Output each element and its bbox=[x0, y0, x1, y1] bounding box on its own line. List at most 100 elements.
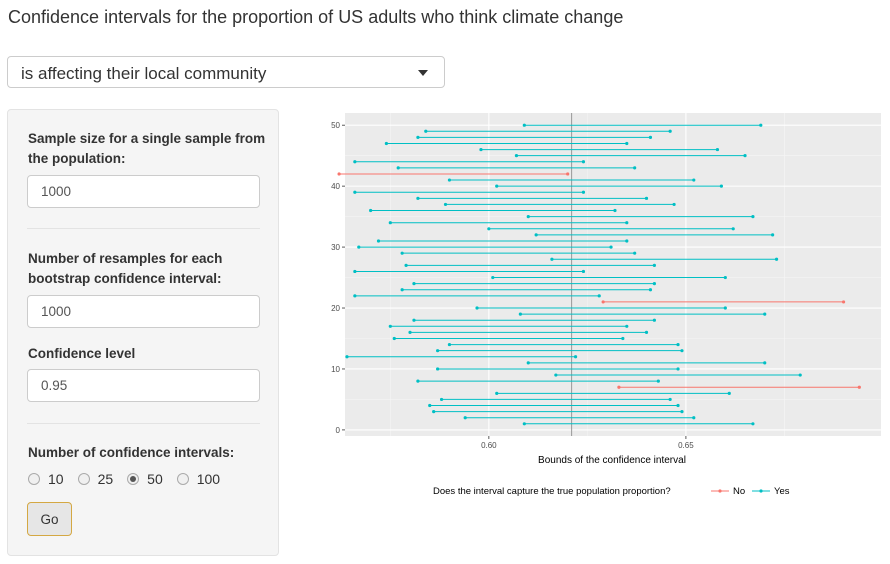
interval-upper-point bbox=[625, 239, 629, 243]
interval-lower-point bbox=[369, 208, 373, 213]
interval-upper-point bbox=[743, 154, 747, 158]
x-tick-label: 0.65 bbox=[678, 441, 694, 450]
interval-lower-point bbox=[357, 245, 361, 249]
interval-lower-point bbox=[479, 147, 483, 152]
legend-point-no bbox=[718, 489, 722, 493]
page-title: Confidence intervals for the proportion … bbox=[8, 7, 624, 27]
go-button[interactable]: Go bbox=[27, 502, 72, 536]
interval-upper-point bbox=[581, 190, 586, 194]
radio-circle[interactable] bbox=[28, 473, 40, 485]
interval-upper-point bbox=[798, 373, 802, 377]
interval-upper-point bbox=[648, 288, 653, 292]
num-intervals-label: Number of confidence intervals: bbox=[28, 445, 235, 460]
interval-lower-point bbox=[475, 306, 479, 310]
interval-lower-point bbox=[404, 263, 408, 267]
interval-lower-point bbox=[617, 385, 621, 389]
sample-size-label: Sample size for a single sample from the… bbox=[28, 131, 266, 166]
sample-size-input[interactable]: 1000 bbox=[27, 175, 260, 208]
interval-upper-point bbox=[751, 422, 755, 426]
interval-upper-point bbox=[759, 123, 763, 127]
sample-size-value: 1000 bbox=[41, 184, 72, 199]
interval-lower-point bbox=[428, 403, 432, 408]
interval-lower-point bbox=[443, 202, 448, 207]
interval-lower-point bbox=[408, 330, 412, 334]
question-select-value: is affecting their local community bbox=[21, 64, 267, 83]
radio-label: 10 bbox=[48, 471, 64, 487]
legend-label-no: No bbox=[733, 486, 745, 497]
interval-upper-point bbox=[723, 306, 727, 310]
x-tick-label: 0.60 bbox=[481, 441, 497, 450]
interval-upper-point bbox=[676, 367, 680, 371]
interval-upper-point bbox=[731, 227, 735, 231]
question-select[interactable]: is affecting their local community bbox=[7, 56, 445, 88]
interval-lower-point bbox=[345, 355, 349, 359]
interval-upper-point bbox=[857, 385, 861, 389]
radio-option[interactable]: 25 bbox=[77, 471, 114, 487]
interval-lower-point bbox=[495, 184, 499, 188]
legend: Does the interval capture the true popul… bbox=[433, 486, 790, 497]
interval-lower-point bbox=[353, 269, 357, 274]
interval-upper-point bbox=[680, 410, 684, 414]
interval-upper-point bbox=[648, 135, 653, 139]
interval-upper-point bbox=[656, 379, 660, 383]
interval-lower-point bbox=[412, 318, 416, 322]
interval-lower-point bbox=[514, 154, 519, 158]
confidence-level-input[interactable]: 0.95 bbox=[27, 369, 260, 402]
interval-upper-point bbox=[633, 251, 637, 255]
interval-upper-point bbox=[771, 233, 775, 237]
y-tick-label: 10 bbox=[331, 365, 340, 374]
interval-lower-point bbox=[518, 312, 522, 316]
interval-upper-point bbox=[841, 300, 846, 304]
interval-lower-point bbox=[396, 166, 400, 170]
interval-lower-point bbox=[400, 251, 404, 255]
interval-upper-point bbox=[676, 342, 680, 347]
plot-panel bbox=[345, 113, 881, 436]
interval-upper-point bbox=[597, 294, 601, 298]
interval-lower-point bbox=[416, 379, 420, 383]
resamples-label: Number of resamples for each bootstrap c… bbox=[28, 251, 223, 286]
resamples-input[interactable]: 1000 bbox=[27, 295, 260, 328]
radio-option[interactable]: 100 bbox=[176, 471, 220, 487]
radio-option[interactable]: 10 bbox=[28, 471, 64, 487]
interval-upper-point bbox=[672, 202, 676, 207]
interval-lower-point bbox=[384, 141, 388, 146]
interval-upper-point bbox=[751, 215, 755, 219]
interval-upper-point bbox=[644, 330, 649, 334]
radio-label: 25 bbox=[97, 471, 114, 487]
interval-lower-point bbox=[554, 373, 558, 377]
interval-lower-point bbox=[436, 349, 440, 353]
interval-upper-point bbox=[573, 355, 578, 359]
interval-lower-point bbox=[447, 178, 452, 182]
interval-lower-point bbox=[526, 361, 530, 365]
interval-lower-point bbox=[526, 215, 530, 219]
interval-upper-point bbox=[727, 391, 731, 395]
interval-lower-point bbox=[424, 129, 428, 133]
divider bbox=[27, 423, 260, 424]
divider bbox=[27, 228, 260, 229]
confidence-level-label: Confidence level bbox=[28, 346, 136, 361]
interval-upper-point bbox=[625, 221, 629, 225]
interval-upper-point bbox=[715, 147, 720, 152]
legend-point-yes bbox=[759, 489, 763, 493]
interval-lower-point bbox=[400, 288, 404, 292]
confidence-level-value: 0.95 bbox=[41, 378, 68, 393]
y-tick-label: 30 bbox=[331, 243, 340, 252]
radio-circle[interactable] bbox=[77, 473, 90, 485]
radio-circle-selected[interactable] bbox=[127, 473, 140, 485]
interval-lower-point bbox=[416, 196, 420, 200]
interval-upper-point bbox=[566, 172, 570, 176]
interval-lower-point bbox=[353, 294, 357, 298]
interval-upper-point bbox=[625, 141, 629, 146]
interval-lower-point bbox=[439, 397, 444, 402]
interval-upper-point bbox=[652, 282, 656, 286]
interval-upper-point bbox=[613, 208, 617, 213]
sidebar-panel: Sample size for a single sample from the… bbox=[7, 109, 279, 556]
legend-title: Does the interval capture the true popul… bbox=[433, 486, 671, 497]
interval-lower-point bbox=[388, 324, 392, 328]
radio-option[interactable]: 50 bbox=[127, 471, 163, 487]
radio-circle[interactable] bbox=[176, 473, 189, 485]
interval-lower-point bbox=[353, 190, 357, 194]
interval-lower-point bbox=[495, 391, 499, 395]
interval-lower-point bbox=[534, 233, 538, 237]
interval-upper-point bbox=[763, 361, 767, 365]
